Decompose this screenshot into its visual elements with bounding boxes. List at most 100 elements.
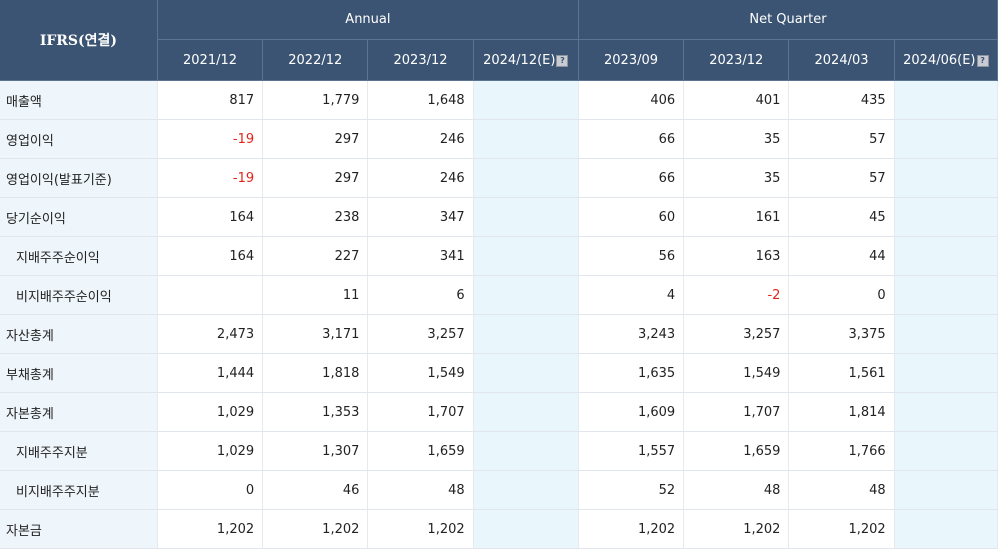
value-cell: 1,609	[578, 392, 685, 432]
value-cell: 1,202	[578, 509, 685, 549]
value-cell: 1,561	[788, 353, 895, 393]
value-cell: 435	[788, 80, 895, 120]
estimate-cell	[473, 470, 579, 510]
estimate-cell	[473, 158, 579, 198]
column-header: 2024/12(E)?	[473, 39, 579, 81]
table-row: 자본금 1,202 1,202 1,202 1,202 1,202 1,202	[0, 509, 998, 549]
header-group-annual: Annual	[157, 0, 579, 40]
value-cell: 46	[262, 470, 369, 510]
row-label: 영업이익	[0, 119, 158, 159]
value-cell: 3,257	[683, 314, 790, 354]
value-cell: 1,557	[578, 431, 685, 471]
table-row: 자본총계 1,029 1,353 1,707 1,609 1,707 1,814	[0, 392, 998, 432]
table-row: 지배주주순이익 164 227 341 56 163 44	[0, 236, 998, 276]
estimate-cell	[894, 80, 998, 120]
value-cell: 3,257	[367, 314, 474, 354]
column-header: 2021/12	[157, 39, 264, 81]
table-row: 당기순이익 164 238 347 60 161 45	[0, 197, 998, 237]
estimate-cell	[894, 470, 998, 510]
estimate-cell	[473, 197, 579, 237]
value-cell: 35	[683, 158, 790, 198]
value-cell: 0	[157, 470, 264, 510]
estimate-cell	[894, 392, 998, 432]
estimate-info-icon[interactable]: ?	[556, 54, 569, 67]
value-cell: 57	[788, 158, 895, 198]
header-columns-row: 2021/12 2022/12 2023/12 2024/12(E)? 2023/09 2…	[0, 39, 998, 81]
value-cell: 164	[157, 197, 264, 237]
value-cell: 297	[262, 119, 369, 159]
value-cell: 1,648	[367, 80, 474, 120]
value-cell: 48	[683, 470, 790, 510]
value-cell: 3,243	[578, 314, 685, 354]
value-cell: 1,779	[262, 80, 369, 120]
header-group-quarter: Net Quarter	[578, 0, 998, 40]
column-header-label: 2022/12	[288, 52, 343, 68]
column-header: 2023/09	[578, 39, 685, 81]
value-cell: 161	[683, 197, 790, 237]
value-cell: 1,444	[157, 353, 264, 393]
estimate-cell	[894, 197, 998, 237]
row-label: 영업이익(발표기준)	[0, 158, 158, 198]
value-cell: 48	[788, 470, 895, 510]
value-cell: 3,375	[788, 314, 895, 354]
value-cell: 1,029	[157, 392, 264, 432]
table-row: 비지배주주순이익 11 6 4 -2 0	[0, 275, 998, 315]
row-label: 지배주주순이익	[0, 236, 158, 276]
column-header: 2024/06(E)?	[894, 39, 998, 81]
value-cell	[157, 275, 264, 315]
row-label: 비지배주주지분	[0, 470, 158, 510]
row-label: 지배주주지분	[0, 431, 158, 471]
value-cell: 1,707	[367, 392, 474, 432]
estimate-cell	[894, 275, 998, 315]
table-row: 비지배주주지분 0 46 48 52 48 48	[0, 470, 998, 510]
value-cell: 3,171	[262, 314, 369, 354]
column-header: 2022/12	[262, 39, 369, 81]
value-cell: 1,202	[788, 509, 895, 549]
value-cell: -19	[157, 158, 264, 198]
value-cell: 1,202	[157, 509, 264, 549]
value-cell: 44	[788, 236, 895, 276]
value-cell: 1,307	[262, 431, 369, 471]
column-header-label: 2024/03	[814, 52, 869, 68]
row-label: 당기순이익	[0, 197, 158, 237]
value-cell: 297	[262, 158, 369, 198]
value-cell: 66	[578, 158, 685, 198]
row-label: 비지배주주순이익	[0, 275, 158, 315]
table-row: 영업이익(발표기준) -19 297 246 66 35 57	[0, 158, 998, 198]
value-cell: 1,549	[683, 353, 790, 393]
value-cell: 57	[788, 119, 895, 159]
column-header-label: 2021/12	[183, 52, 238, 68]
value-cell: 1,818	[262, 353, 369, 393]
row-label: 매출액	[0, 80, 158, 120]
value-cell: 341	[367, 236, 474, 276]
estimate-cell	[473, 314, 579, 354]
value-cell: 1,659	[683, 431, 790, 471]
value-cell: 163	[683, 236, 790, 276]
estimate-cell	[473, 80, 579, 120]
value-cell: 2,473	[157, 314, 264, 354]
estimate-cell	[894, 236, 998, 276]
table-body: 매출액 817 1,779 1,648 406 401 435 영업이익 -19 297 246 66…	[0, 80, 998, 549]
estimate-cell	[473, 275, 579, 315]
value-cell: 45	[788, 197, 895, 237]
estimate-cell	[473, 431, 579, 471]
header-group-row: IFRS(연결) Annual Net Quarter	[0, 0, 998, 81]
value-cell: 1,202	[367, 509, 474, 549]
value-cell: 164	[157, 236, 264, 276]
column-header-label: 2023/12	[393, 52, 448, 68]
value-cell: 347	[367, 197, 474, 237]
value-cell: 35	[683, 119, 790, 159]
value-cell: 406	[578, 80, 685, 120]
estimate-cell	[894, 314, 998, 354]
estimate-info-icon[interactable]: ?	[976, 54, 989, 67]
value-cell: 52	[578, 470, 685, 510]
value-cell: 227	[262, 236, 369, 276]
value-cell: 1,202	[683, 509, 790, 549]
table-row: 지배주주지분 1,029 1,307 1,659 1,557 1,659 1,766	[0, 431, 998, 471]
value-cell: 1,814	[788, 392, 895, 432]
column-header: 2024/03	[788, 39, 895, 81]
value-cell: 1,549	[367, 353, 474, 393]
value-cell: 1,353	[262, 392, 369, 432]
value-cell: 1,659	[367, 431, 474, 471]
